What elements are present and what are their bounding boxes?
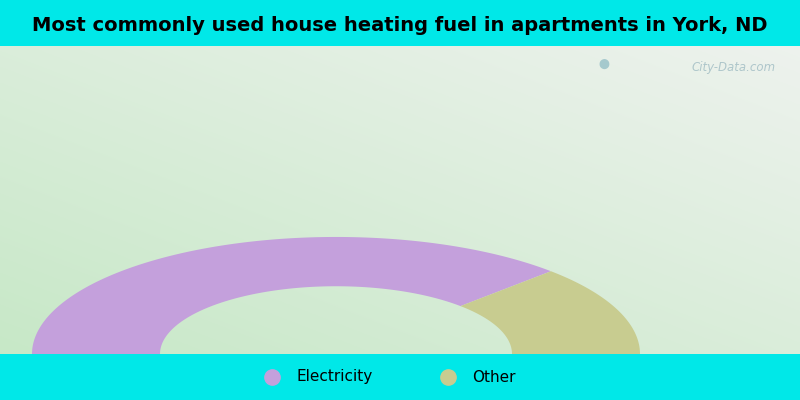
Polygon shape [461, 271, 640, 354]
Text: City-Data.com: City-Data.com [692, 62, 776, 74]
Text: Electricity: Electricity [296, 370, 372, 384]
Polygon shape [32, 237, 551, 354]
Text: Most commonly used house heating fuel in apartments in York, ND: Most commonly used house heating fuel in… [32, 16, 768, 35]
Text: ⬤: ⬤ [598, 59, 610, 70]
Text: Other: Other [472, 370, 515, 384]
